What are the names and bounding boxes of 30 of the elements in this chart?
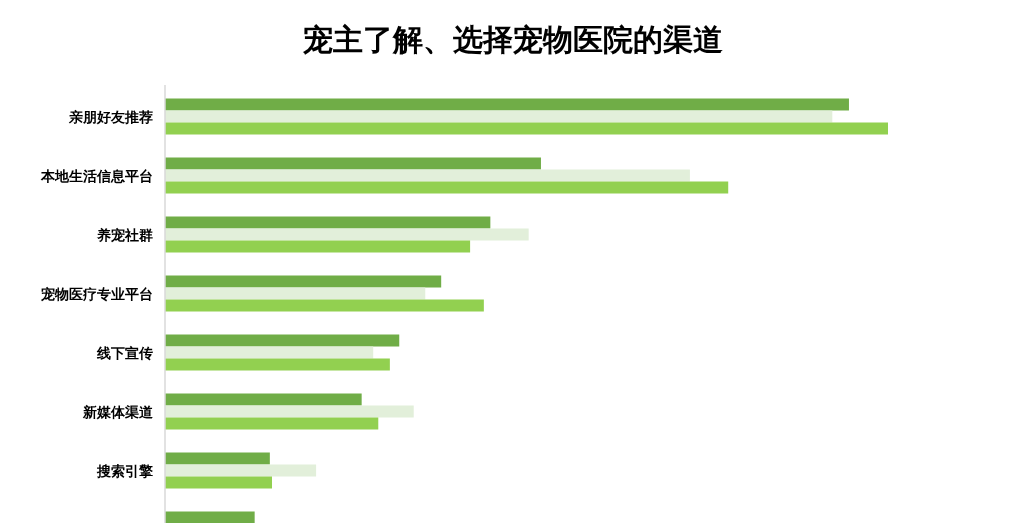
bar xyxy=(165,122,888,135)
bar xyxy=(165,393,362,406)
bar xyxy=(165,98,849,111)
y-tick-label: 亲朋好友推荐 xyxy=(68,108,153,125)
y-tick-label: 线下宣传 xyxy=(96,344,153,361)
y-tick-label: 养宠社群 xyxy=(96,226,153,243)
bar xyxy=(165,228,529,241)
bar xyxy=(165,275,442,288)
bar xyxy=(165,157,541,170)
bar xyxy=(165,358,390,371)
bar xyxy=(165,216,491,229)
bar xyxy=(165,287,426,300)
bar xyxy=(165,334,400,347)
bar xyxy=(165,452,270,465)
y-tick-label: 新媒体渠道 xyxy=(82,403,154,420)
y-tick-label: 宠物医疗专业平台 xyxy=(40,285,153,302)
bar xyxy=(165,299,484,312)
chart-title: 宠主了解、选择宠物医院的渠道 xyxy=(301,22,723,57)
bar xyxy=(165,240,471,253)
bar xyxy=(165,464,317,477)
y-tick-label: 搜索引擎 xyxy=(96,462,154,479)
bar xyxy=(165,417,379,430)
y-tick-label: 本地生活信息平台 xyxy=(40,167,153,184)
bar xyxy=(165,476,272,489)
bar xyxy=(165,511,255,523)
bar xyxy=(165,346,374,359)
bar xyxy=(165,169,690,182)
bar xyxy=(165,110,833,123)
bar xyxy=(165,181,729,194)
bar xyxy=(165,405,414,418)
